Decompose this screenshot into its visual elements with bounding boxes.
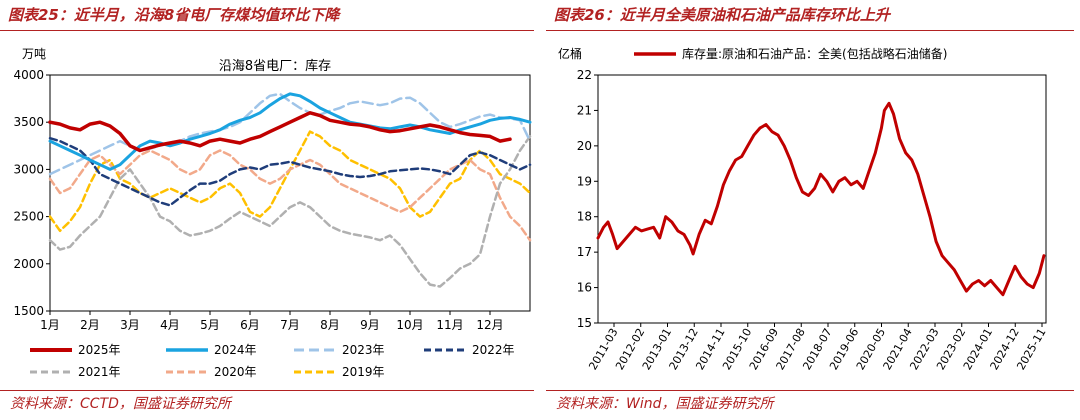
right-y-tick-label: 21 (577, 103, 592, 117)
right-y-tick-label: 20 (577, 139, 592, 153)
left-chart-title: 沿海8省电厂：库存 (219, 58, 331, 74)
right-figure-title: 图表26：近半月全美原油和石油产品库存环比上升 (554, 6, 890, 24)
right-plot-frame (597, 74, 1047, 324)
left-legend-label: 2020年 (214, 365, 257, 379)
left-series-line-2023年 (48, 92, 532, 176)
left-y-tick-label: 1500 (13, 304, 44, 318)
left-figure-title: 图表25：近半月，沿海8省电厂存煤均值环比下降 (8, 6, 340, 24)
left-x-tick-label: 5月 (200, 318, 220, 332)
left-x-tick-label: 9月 (360, 318, 380, 332)
left-series-line-2020年 (48, 149, 532, 242)
left-legend-label: 2022年 (472, 343, 515, 357)
left-y-tick-label: 3000 (13, 162, 44, 176)
right-series-line-库存量:原油和石油产品：全美(包括战略石油储备) (596, 101, 1046, 297)
left-x-tick-label: 4月 (160, 318, 180, 332)
left-legend-label: 2019年 (342, 365, 385, 379)
right-y-axis-label: 亿桶 (558, 46, 582, 61)
left-series-line-2022年 (48, 136, 532, 207)
right-y-tick-label: 18 (577, 210, 592, 224)
left-plot-frame (49, 74, 531, 312)
left-x-tick-label: 12月 (476, 318, 503, 332)
left-x-tick-label: 6月 (240, 318, 260, 332)
left-series-line-2024年 (48, 92, 532, 171)
left-y-tick-label: 3500 (13, 115, 44, 129)
left-x-tick-label: 2月 (80, 318, 100, 332)
us-oil-inventory-chart: 亿桶15161718192021222011-032012-022013-012… (558, 46, 1049, 372)
left-source-rule (0, 390, 534, 391)
left-x-tick-label: 1月 (40, 318, 60, 332)
left-legend-label: 2025年 (78, 343, 121, 357)
right-y-tick-label: 17 (577, 245, 592, 259)
left-series-line-2019年 (48, 130, 532, 233)
right-y-tick-label: 22 (577, 68, 592, 82)
left-y-axis-label: 万吨 (22, 47, 46, 61)
left-y-tick-label: 2500 (13, 210, 44, 224)
right-legend-label: 库存量:原油和石油产品：全美(包括战略石油储备) (682, 46, 947, 61)
left-x-tick-label: 8月 (320, 318, 340, 332)
right-source-note: 资料来源：Wind，国盛证券研究所 (556, 396, 774, 412)
right-y-tick-label: 15 (577, 316, 592, 330)
left-chart-panel: 图表25：近半月，沿海8省电厂存煤均值环比下降 万吨 1500 2000 2500 30… (0, 6, 534, 412)
left-x-tick-label: 3月 (120, 318, 140, 332)
left-title-rule (0, 30, 534, 31)
left-legend-label: 2023年 (342, 343, 385, 357)
left-x-tick-label: 11月 (436, 318, 463, 332)
left-series-line-2021年 (48, 135, 532, 288)
right-title-rule (546, 30, 1074, 31)
right-y-tick-label: 16 (577, 281, 592, 295)
left-legend-label: 2021年 (78, 365, 121, 379)
left-x-tick-label: 7月 (280, 318, 300, 332)
left-x-tick-label: 10月 (396, 318, 423, 332)
left-series-line-2025年 (48, 111, 512, 153)
right-source-rule (546, 390, 1074, 391)
coal-inventory-chart: 万吨 1500 2000 2500 3000 3500 4000 沿海8省电厂：库存 1月 2月 3… (13, 47, 532, 379)
right-y-tick-label: 19 (577, 174, 592, 188)
right-chart-panel: 图表26：近半月全美原油和石油产品库存环比上升 亿桶 15 16 17 18 19 20 21… (546, 0, 1080, 420)
left-y-tick-label: 4000 (13, 68, 44, 82)
left-legend-label: 2024年 (214, 343, 257, 357)
left-y-tick-label: 2000 (13, 257, 44, 271)
left-source-note: 资料来源：CCTD，国盛证券研究所 (10, 396, 231, 412)
